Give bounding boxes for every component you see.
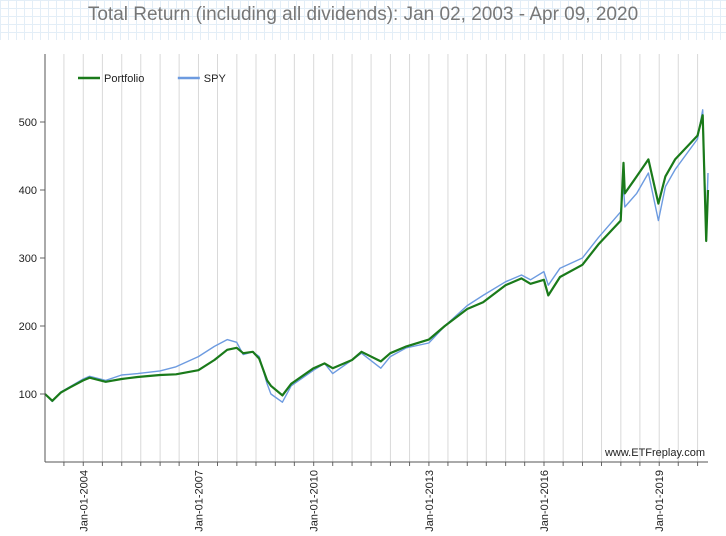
x-tick-label: Jan-01-2013	[424, 470, 436, 532]
y-tick-label: 200	[19, 321, 37, 333]
plot-area	[45, 54, 708, 462]
series-layer	[44, 109, 710, 403]
x-tick-label: Jan-01-2007	[193, 470, 205, 532]
x-tick-label: Jan-01-2016	[539, 470, 551, 532]
legend-label-spy: SPY	[204, 73, 227, 85]
y-tick-label: 300	[19, 253, 37, 265]
series-line-portfolio	[44, 114, 710, 402]
legend-label-portfolio: Portfolio	[104, 73, 144, 85]
x-tick-label: Jan-01-2010	[309, 470, 321, 532]
series-line-spy	[44, 109, 709, 403]
x-tick-label: Jan-01-2004	[78, 470, 90, 532]
y-tick-label: 500	[19, 117, 37, 129]
grid	[63, 54, 699, 462]
title-band	[0, 0, 726, 40]
y-tick-label: 400	[19, 185, 37, 197]
x-tick-label: Jan-01-2019	[654, 470, 666, 532]
chart-title: Total Return (including all dividends): …	[87, 4, 639, 25]
watermark: www.ETFreplay.com	[604, 447, 705, 459]
y-tick-label: 100	[19, 389, 37, 401]
legend: Portfolio SPY	[78, 73, 226, 85]
axes: 100 200 300 400 500 Jan-01-2004 Jan-01-2007 Jan…	[19, 54, 708, 532]
